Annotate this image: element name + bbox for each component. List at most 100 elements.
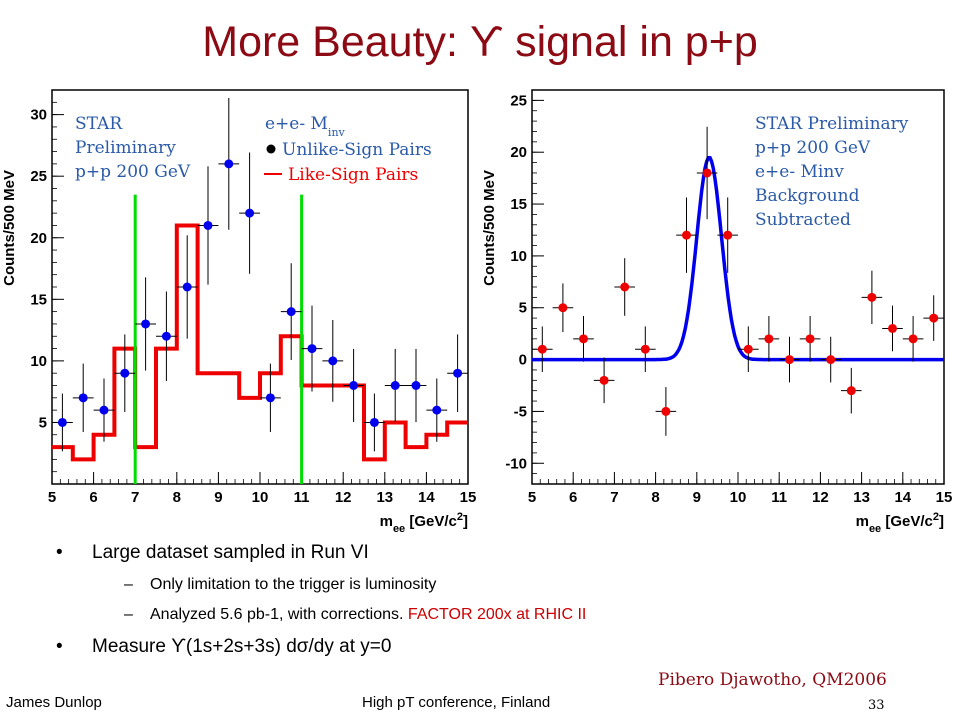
right-annotation: e+e- Minv — [755, 162, 844, 182]
right-xtick-label: 10 — [730, 489, 747, 506]
left-chart: 5 6 7 8 9 10 11 12 13 14 15 5 10 15 20 25 30 mee [GeV/c2]… — [1, 89, 477, 535]
unlike-sign-point — [390, 381, 400, 390]
unlike-sign-point — [349, 381, 359, 390]
subtracted-data-point — [867, 292, 877, 302]
right-ytick-label: 5 — [519, 300, 527, 317]
right-ytick-label: 20 — [510, 144, 527, 161]
legend-unlike-label: Unlike-Sign Pairs — [282, 140, 432, 160]
unlike-sign-point — [245, 208, 255, 218]
left-ytick-label: 20 — [30, 230, 47, 247]
right-xtick-label: 6 — [569, 489, 577, 506]
unlike-sign-point — [328, 356, 338, 366]
left-xtick-label: 12 — [335, 489, 352, 506]
footer-conference: High pT conference, Finland — [362, 694, 551, 711]
unlike-sign-point — [99, 405, 109, 415]
right-ytick-label: -5 — [514, 403, 527, 420]
right-ylabel: Counts/500 MeV — [481, 170, 498, 286]
subtracted-data-point — [702, 168, 712, 178]
subtracted-data-point — [805, 334, 815, 344]
subtracted-data-point — [558, 303, 568, 313]
sub-bullet-2: Analyzed 5.6 pb-1, with corrections. FAC… — [124, 606, 936, 624]
left-xtick-label: 14 — [418, 489, 435, 506]
left-xtick-label: 15 — [460, 489, 477, 506]
left-ytick-label: 5 — [39, 414, 47, 431]
subtracted-data-point — [908, 334, 918, 344]
right-xtick-label: 11 — [771, 489, 787, 506]
subtracted-data-point — [537, 344, 547, 354]
left-annotation: STAR — [75, 114, 123, 134]
footer-author: James Dunlop — [6, 694, 102, 711]
unlike-sign-point — [432, 405, 442, 415]
legend-title: e+e- Minv — [265, 114, 346, 139]
unlike-sign-point — [224, 159, 234, 169]
right-chart: 5 6 7 8 9 10 11 12 13 14 15 -10 -5 0 5 10 15 20 25 mee [GeV… — [481, 89, 953, 535]
unlike-sign-point — [141, 319, 151, 329]
right-annotation: Background — [755, 186, 860, 206]
right-annotation: p+p 200 GeV — [755, 138, 871, 158]
right-xtick-label: 7 — [610, 489, 618, 506]
left-xlabel: mee [GeV/c2] — [380, 511, 468, 535]
sub-bullet-1: Only limitation to the trigger is lumino… — [124, 576, 936, 594]
left-xtick-label: 5 — [48, 489, 56, 506]
subtracted-data-point — [723, 230, 733, 240]
left-annotation: p+p 200 GeV — [75, 162, 191, 182]
left-ylabel: Counts/500 MeV — [1, 170, 18, 286]
subtracted-data-point — [743, 344, 753, 354]
credit: Pibero Djawotho, QM2006 — [658, 670, 887, 690]
sub-bullet-2-text: Analyzed 5.6 pb-1, with corrections. — [150, 606, 404, 623]
subtracted-data-point — [579, 334, 588, 344]
unlike-sign-point — [120, 368, 130, 378]
left-ytick-label: 30 — [30, 107, 47, 124]
right-xtick-label: 13 — [853, 489, 870, 506]
like-sign-histogram — [52, 223, 468, 462]
unlike-sign-point — [203, 220, 213, 230]
right-ytick-label: 10 — [510, 248, 527, 265]
subtracted-data-point — [599, 375, 609, 385]
right-xtick-label: 15 — [936, 489, 953, 506]
right-xtick-label: 12 — [812, 489, 829, 506]
left-xtick-label: 13 — [376, 489, 393, 506]
unlike-sign-point — [453, 368, 463, 378]
subtracted-data-point — [888, 323, 897, 333]
right-ytick-label: -10 — [505, 455, 527, 472]
subtracted-data-point — [682, 230, 691, 240]
unlike-sign-point — [78, 393, 88, 403]
right-ytick-label: 15 — [510, 196, 527, 213]
bullet-1: Large dataset sampled in Run VI — [56, 542, 936, 564]
left-xtick-label: 11 — [294, 489, 310, 506]
unlike-sign-point — [182, 282, 192, 292]
right-xtick-label: 5 — [528, 489, 536, 506]
right-xtick-label: 8 — [651, 489, 659, 506]
right-ytick-label: 0 — [519, 352, 527, 369]
page-number: 33 — [868, 698, 885, 713]
unlike-sign-point — [286, 307, 296, 317]
right-xtick-label: 9 — [693, 489, 701, 506]
slide-title: More Beauty: ϒ signal in p+p — [202, 18, 758, 66]
unlike-sign-point — [411, 381, 421, 390]
unlike-sign-point — [369, 417, 379, 427]
subtracted-data-point — [785, 355, 794, 365]
sub-bullet-2-highlight: FACTOR 200x at RHIC II — [407, 606, 587, 623]
subtracted-data-point — [846, 386, 856, 396]
unlike-sign-point — [57, 417, 67, 427]
right-annotation: STAR Preliminary — [755, 114, 909, 134]
left-xtick-label: 10 — [252, 489, 269, 506]
unlike-sign-point — [161, 331, 171, 341]
bullet-2: Measure ϒ(1s+2s+3s) dσ/dy at y=0 — [56, 636, 936, 658]
left-xtick-label: 7 — [131, 489, 139, 506]
right-xtick-label: 14 — [894, 489, 911, 506]
subtracted-data-point — [620, 282, 630, 292]
left-ytick-label: 10 — [30, 353, 47, 370]
left-xtick-label: 6 — [89, 489, 97, 506]
legend-unlike-marker — [266, 144, 276, 154]
left-xtick-label: 9 — [214, 489, 222, 506]
right-annotation: Subtracted — [755, 210, 851, 230]
subtracted-data-point — [661, 406, 671, 416]
right-xlabel: mee [GeV/c2] — [856, 511, 944, 535]
subtracted-data-point — [929, 313, 939, 323]
subtracted-data-point — [640, 344, 650, 354]
left-annotation: Preliminary — [75, 138, 176, 158]
gaussian-fit-curve — [532, 156, 944, 362]
unlike-sign-point — [265, 393, 275, 403]
subtracted-data-point — [826, 355, 836, 365]
